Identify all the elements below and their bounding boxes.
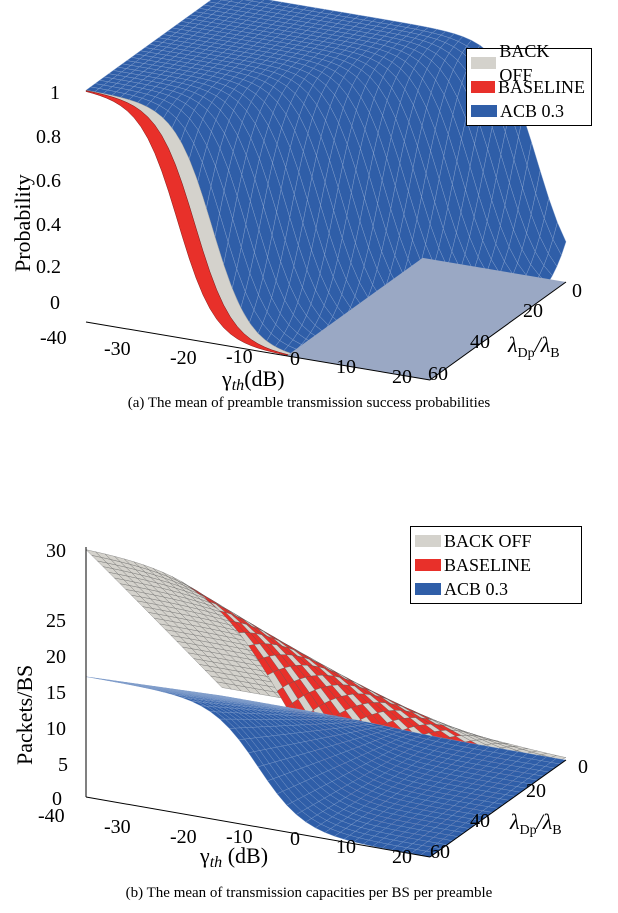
- z-tick: 60: [428, 363, 448, 385]
- legend-item: BACK OFF: [415, 529, 575, 553]
- x-tick: 10: [336, 356, 356, 378]
- caption-b: (b) The mean of transmission capacities …: [125, 885, 493, 901]
- x-tick: 0: [290, 348, 300, 370]
- z-tick: 40: [470, 810, 490, 832]
- x-axis-label: γth(dB): [221, 366, 285, 394]
- legend-item: BASELINE: [415, 553, 575, 577]
- y-tick: 0: [50, 292, 60, 314]
- legend-item: BASELINE: [471, 75, 585, 99]
- legend-label: BACK OFF: [499, 41, 550, 85]
- legend-label: ACB 0.3: [500, 101, 565, 121]
- z-tick: 20: [523, 300, 543, 322]
- legend-label: BACK OFF: [444, 531, 532, 551]
- legend-swatch: [415, 559, 441, 571]
- caption-a: (a) The mean of preamble transmission su…: [127, 395, 491, 411]
- y-tick: 5: [58, 754, 68, 776]
- x-tick: -20: [170, 826, 197, 848]
- x-tick: -10: [226, 346, 253, 368]
- legend-label: ACB 0.3: [444, 579, 509, 599]
- x-tick: -30: [104, 816, 131, 838]
- legend-item: BACK OFF: [471, 41, 585, 85]
- y-tick: 0.2: [36, 256, 61, 278]
- surface-plot-b: 0 5 10 15 20 25 30 Packets/BS -40 -30 -2…: [12, 540, 588, 871]
- z-tick: 20: [526, 780, 546, 802]
- x-tick: -10: [226, 826, 253, 848]
- legend-swatch: [471, 81, 495, 93]
- legend: BACK OFF BASELINE ACB 0.3: [410, 526, 582, 604]
- legend-item: ACB 0.3: [471, 99, 585, 123]
- y-tick: 0.8: [36, 126, 61, 148]
- x-tick: -30: [104, 338, 131, 360]
- legend-item: ACB 0.3: [415, 577, 575, 601]
- y-axis-label: Packets/BS: [12, 665, 37, 765]
- surface-floor: [286, 257, 566, 380]
- y-tick: 30: [46, 540, 66, 562]
- z-tick: 0: [572, 280, 582, 302]
- x-tick: 0: [290, 828, 300, 850]
- y-tick: 15: [46, 682, 66, 704]
- z-tick: 40: [470, 331, 490, 353]
- legend-label: BASELINE: [498, 77, 585, 97]
- y-axis-label: Probability: [10, 174, 35, 272]
- y-tick: 1: [50, 82, 60, 104]
- x-axis-label: γth (dB): [199, 843, 268, 871]
- legend-swatch: [471, 57, 497, 69]
- x-tick: 20: [392, 366, 412, 388]
- z-tick: 0: [578, 756, 588, 778]
- y-tick: 25: [46, 610, 66, 632]
- panel-b: 0 5 10 15 20 25 30 Packets/BS -40 -30 -2…: [0, 455, 618, 913]
- legend-swatch: [415, 535, 441, 547]
- x-tick: -20: [170, 347, 197, 369]
- y-tick: 10: [46, 718, 66, 740]
- panel-a: 0 0.2 0.4 0.6 0.8 1 Probability -40 -30 …: [0, 0, 618, 450]
- legend: BACK OFF BASELINE ACB 0.3: [466, 41, 592, 126]
- z-axis-label: λDp/λB: [509, 809, 562, 838]
- surface-plot-a: 0 0.2 0.4 0.6 0.8 1 Probability -40 -30 …: [10, 0, 582, 394]
- y-tick: 0.4: [36, 214, 61, 236]
- x-tick: -40: [40, 327, 67, 349]
- legend-label: BASELINE: [444, 555, 531, 575]
- legend-swatch: [471, 105, 497, 117]
- y-tick: 0.6: [36, 170, 61, 192]
- z-tick: 60: [430, 841, 450, 863]
- x-tick: -40: [38, 805, 65, 827]
- x-tick: 20: [392, 846, 412, 868]
- z-axis-label: λDp/λB: [507, 332, 560, 361]
- x-tick: 10: [336, 836, 356, 858]
- y-tick: 0: [52, 788, 62, 810]
- legend-swatch: [415, 583, 441, 595]
- y-tick: 20: [46, 646, 66, 668]
